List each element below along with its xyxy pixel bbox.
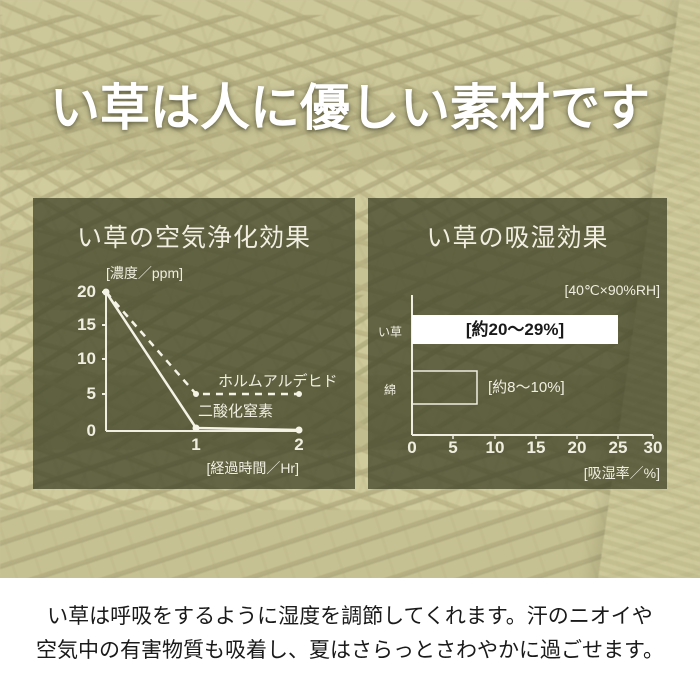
svg-text:15: 15 [527, 438, 546, 457]
svg-text:[40℃×90%RH]: [40℃×90%RH] [565, 282, 661, 298]
svg-text:[吸湿率／%]: [吸湿率／%] [584, 465, 660, 481]
svg-text:二酸化窒素: 二酸化窒素 [198, 402, 273, 420]
svg-text:い草: い草 [378, 325, 402, 339]
svg-text:[経過時間／Hr]: [経過時間／Hr] [206, 460, 299, 476]
svg-text:2: 2 [294, 435, 303, 454]
svg-text:15: 15 [77, 315, 96, 334]
svg-text:[濃度／ppm]: [濃度／ppm] [106, 265, 183, 281]
svg-text:1: 1 [191, 435, 200, 454]
svg-text:0: 0 [87, 421, 96, 440]
svg-text:25: 25 [609, 438, 628, 457]
svg-text:綿: 綿 [384, 383, 396, 397]
svg-text:[約20〜29%]: [約20〜29%] [466, 319, 564, 339]
svg-text:10: 10 [77, 349, 96, 368]
svg-text:20: 20 [568, 438, 587, 457]
svg-text:[約8〜10%]: [約8〜10%] [488, 379, 565, 396]
svg-text:ホルムアルデヒド: ホルムアルデヒド [218, 372, 338, 390]
svg-text:5: 5 [448, 438, 457, 457]
svg-text:20: 20 [77, 282, 96, 301]
svg-text:5: 5 [87, 384, 96, 403]
svg-text:30: 30 [644, 438, 663, 457]
svg-text:10: 10 [486, 438, 505, 457]
svg-text:0: 0 [407, 438, 416, 457]
